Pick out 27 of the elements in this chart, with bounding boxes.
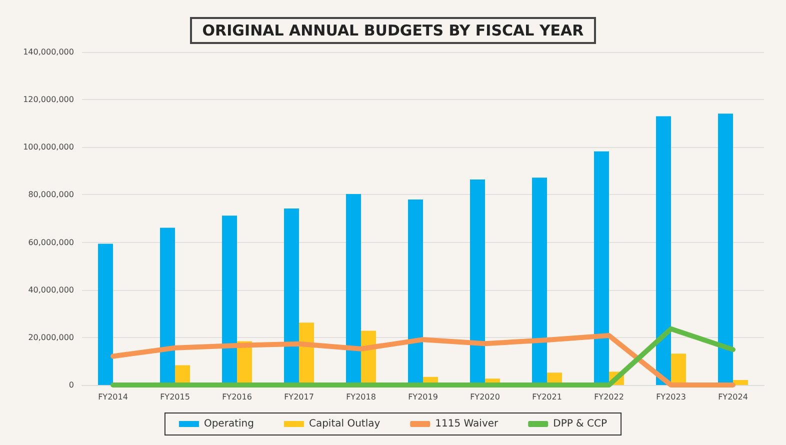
- y-tick-label: 140,000,000: [23, 48, 74, 56]
- bar: [656, 116, 671, 385]
- x-tick-label: FY2017: [284, 392, 314, 402]
- legend-label: Capital Outlay: [308, 418, 380, 430]
- y-tick-label: 60,000,000: [28, 238, 74, 247]
- y-tick-label: 0: [68, 380, 74, 390]
- x-tick-label: FY2015: [160, 392, 190, 402]
- x-tick-label: FY2020: [470, 392, 500, 402]
- y-tick-label: 40,000,000: [28, 285, 74, 294]
- bar: [98, 244, 113, 385]
- x-tick-label: FY2023: [656, 392, 686, 402]
- bar: [733, 380, 748, 385]
- x-tick-label: FY2016: [222, 392, 252, 402]
- legend-label: Operating: [204, 418, 254, 430]
- y-tick-label: 100,000,000: [23, 142, 74, 152]
- x-tick-label: FY2018: [346, 392, 376, 402]
- chart-title: ORIGINAL ANNUAL BUDGETS BY FISCAL YEAR: [202, 22, 584, 40]
- x-tick-label: FY2021: [532, 392, 562, 402]
- x-tick-label: FY2024: [718, 392, 748, 402]
- legend-label: DPP & CCP: [553, 418, 608, 430]
- y-tick-label: 20,000,000: [28, 332, 74, 342]
- y-tick-label: 80,000,000: [28, 190, 74, 200]
- legend-label: 1115 Waiver: [435, 418, 500, 430]
- y-tick-label: 120,000,000: [23, 95, 74, 104]
- x-tick-label: FY2022: [594, 392, 624, 402]
- x-tick-label: FY2014: [98, 392, 128, 402]
- x-tick-label: FY2019: [408, 392, 438, 402]
